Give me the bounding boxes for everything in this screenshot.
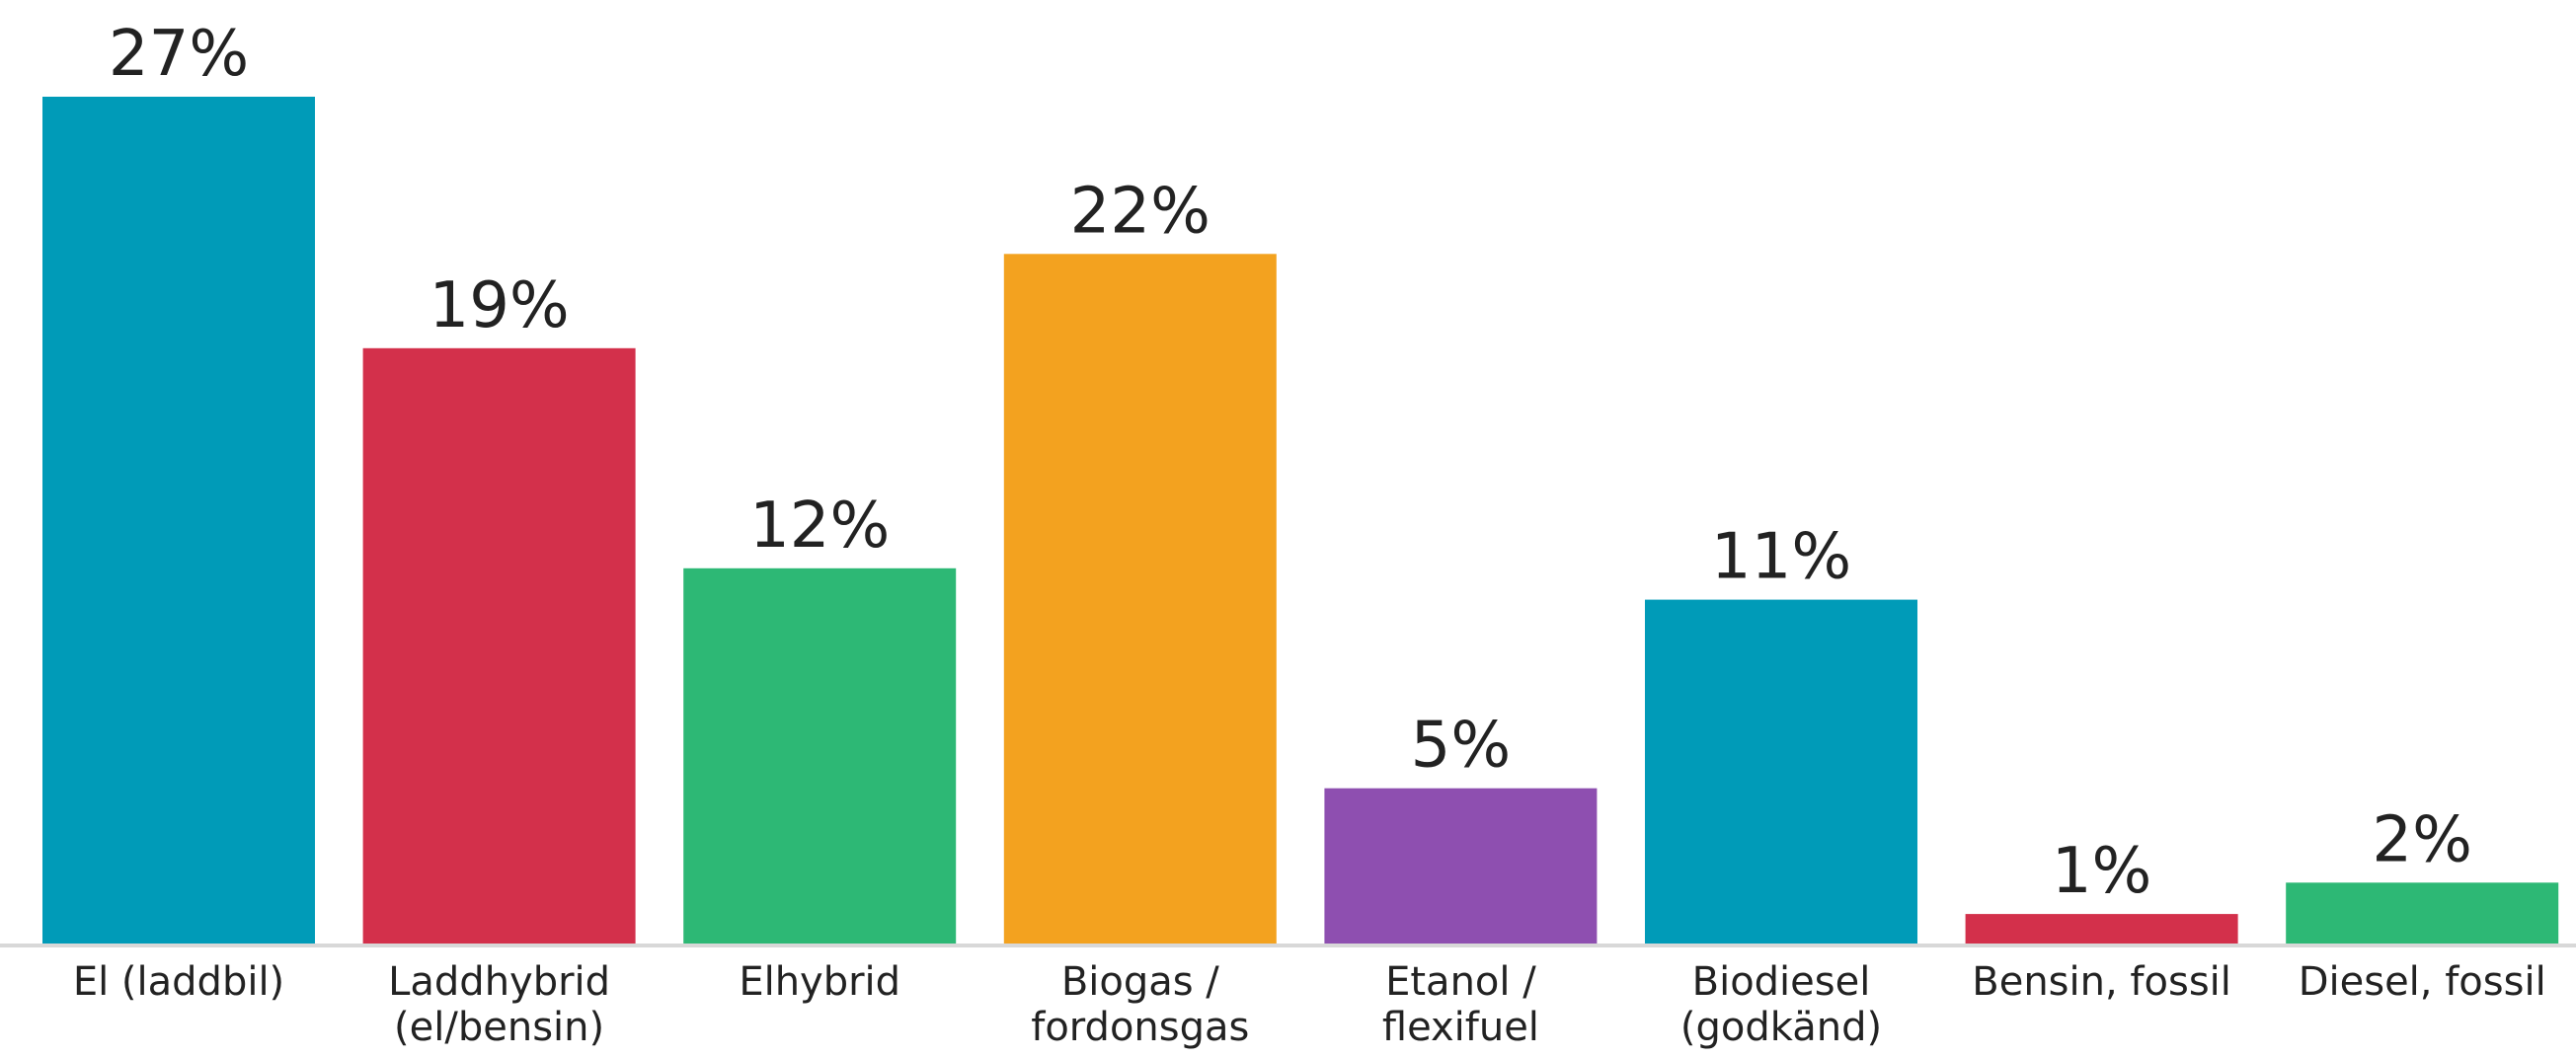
category-label-2: Elhybrid <box>739 959 900 1005</box>
value-label-5: 11% <box>1711 521 1851 594</box>
category-label-4: Etanol / flexifuel <box>1382 959 1539 1050</box>
category-label-3-line-1: fordonsgas <box>1031 1005 1249 1050</box>
value-label-4: 5% <box>1411 710 1512 783</box>
value-label-6: 1% <box>2052 835 2152 908</box>
category-label-0-line-0: El (laddbil) <box>73 959 284 1005</box>
category-label-6: Bensin, fossil <box>1972 959 2231 1005</box>
category-label-0: El (laddbil) <box>73 959 284 1005</box>
category-label-4-line-1: flexifuel <box>1382 1005 1539 1050</box>
bar-5 <box>1645 599 1917 945</box>
category-labels-layer: El (laddbil) Laddhybrid (el/bensin) Elhybri… <box>73 959 2546 1050</box>
category-label-3: Biogas / fordonsgas <box>1031 959 1249 1050</box>
category-label-3-line-0: Biogas / <box>1061 959 1219 1005</box>
category-label-1-line-0: Laddhybrid <box>388 959 610 1005</box>
category-label-4-line-0: Etanol / <box>1385 959 1536 1005</box>
bar-0 <box>42 97 315 945</box>
category-label-5: Biodiesel (godkänd) <box>1680 959 1882 1050</box>
category-label-6-line-0: Bensin, fossil <box>1972 959 2231 1005</box>
value-label-7: 2% <box>2372 803 2472 876</box>
value-label-1: 19% <box>429 269 569 342</box>
value-label-0: 27% <box>109 18 249 91</box>
category-label-5-line-0: Biodiesel <box>1692 959 1871 1005</box>
value-label-3: 22% <box>1070 175 1210 248</box>
value-label-2: 12% <box>749 490 890 563</box>
category-label-7-line-0: Diesel, fossil <box>2299 959 2546 1005</box>
bar-6 <box>1965 914 2238 945</box>
category-label-2-line-0: Elhybrid <box>739 959 900 1005</box>
bar-2 <box>683 567 957 945</box>
category-label-1-line-1: (el/bensin) <box>394 1005 604 1050</box>
bar-1 <box>362 347 636 945</box>
category-label-5-line-1: (godkänd) <box>1680 1005 1882 1050</box>
category-label-7: Diesel, fossil <box>2299 959 2546 1005</box>
bar-3 <box>1003 254 1277 945</box>
value-labels-layer: 27% 19% 12% 22% 5% 11% 1% 2% <box>109 18 2472 908</box>
bar-7 <box>2286 882 2559 945</box>
bar-4 <box>1324 788 1598 945</box>
bars-layer <box>42 97 2559 945</box>
category-label-1: Laddhybrid (el/bensin) <box>388 959 610 1050</box>
